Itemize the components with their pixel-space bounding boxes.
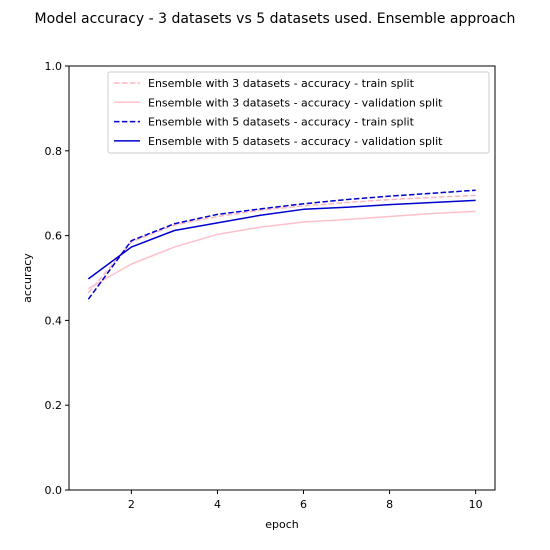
x-tick-label: 10 (469, 498, 483, 511)
y-axis-ticks: 0.0 0.2 0.4 0.6 0.8 1.0 (45, 60, 69, 497)
y-tick-label: 0.8 (45, 145, 63, 158)
series-line-1 (87, 194, 476, 294)
y-tick-label: 0.4 (45, 314, 63, 327)
series-line-2 (87, 210, 476, 290)
y-tick-label: 0.2 (45, 399, 63, 412)
series-line-4 (87, 199, 476, 280)
x-tick-label: 4 (214, 498, 221, 511)
legend-label-3: Ensemble with 5 datasets - accuracy - tr… (148, 116, 415, 129)
legend: Ensemble with 3 datasets - accuracy - tr… (107, 71, 490, 154)
y-tick-label: 1.0 (45, 60, 63, 73)
legend-label-2: Ensemble with 3 datasets - accuracy - va… (148, 96, 443, 109)
y-tick-label: 0.6 (45, 230, 63, 243)
x-axis-ticks: 2 4 6 8 10 (128, 490, 483, 511)
series-line-3 (87, 189, 476, 300)
plot-frame (68, 65, 496, 491)
legend-label-4: Ensemble with 5 datasets - accuracy - va… (148, 135, 443, 148)
legend-box (107, 71, 490, 154)
plot-lines (87, 189, 476, 300)
y-tick-label: 0.0 (45, 484, 63, 497)
chart-title: Model accuracy - 3 datasets vs 5 dataset… (35, 11, 516, 27)
x-axis-label: epoch (265, 518, 299, 531)
x-tick-label: 6 (300, 498, 307, 511)
legend-label-1: Ensemble with 3 datasets - accuracy - tr… (148, 77, 415, 90)
x-tick-label: 2 (128, 498, 135, 511)
x-tick-label: 8 (386, 498, 393, 511)
y-axis-label: accuracy (21, 253, 34, 303)
